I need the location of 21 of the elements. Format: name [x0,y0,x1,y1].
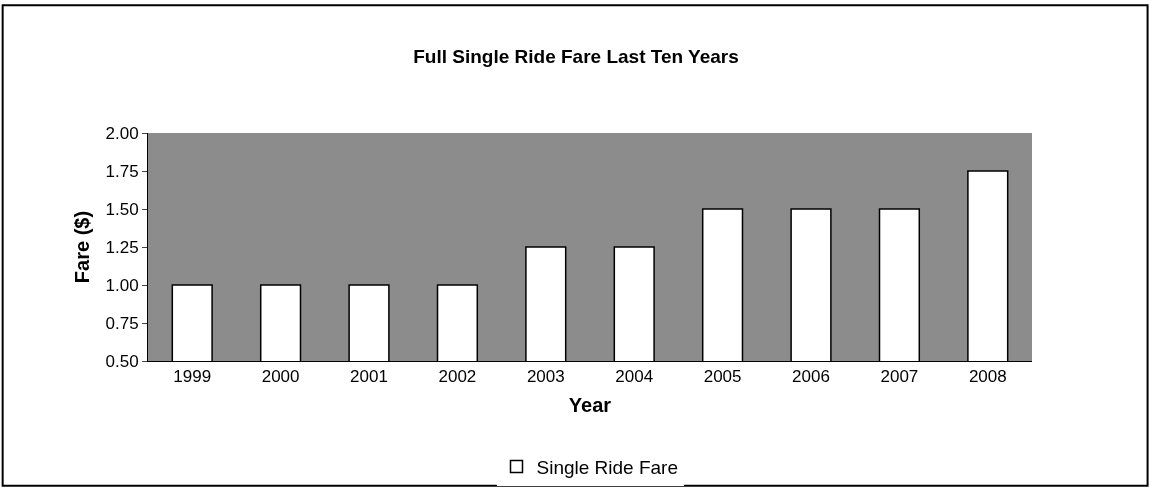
x-tick-label: 2002 [438,367,477,387]
y-tick-label: 2.00 [105,123,139,143]
x-axis-title: Year [568,393,612,416]
x-tick-label: 1999 [173,367,212,387]
y-axis-title: Fare ($) [71,210,94,284]
y-tick-label: 1.50 [105,199,139,219]
legend-label: Single Ride Fare [536,456,679,478]
chart-title: Full Single Ride Fare Last Ten Years [413,46,739,68]
y-tick-label: 0.75 [105,313,139,333]
x-tick-label: 2005 [703,367,742,387]
y-tick-label: 1.25 [105,237,139,257]
x-tick-label: 2008 [968,367,1007,387]
y-tick-label: 1.75 [105,161,139,181]
x-tick-label: 2003 [526,367,565,387]
x-tick-label: 2004 [615,367,654,387]
x-tick-label: 2000 [261,367,300,387]
x-tick-label: 2001 [350,367,388,387]
y-tick-label: 0.50 [105,351,139,371]
x-tick-label: 2007 [880,367,919,387]
x-tick-label: 2006 [792,367,830,387]
y-tick-label: 1.00 [105,275,139,295]
